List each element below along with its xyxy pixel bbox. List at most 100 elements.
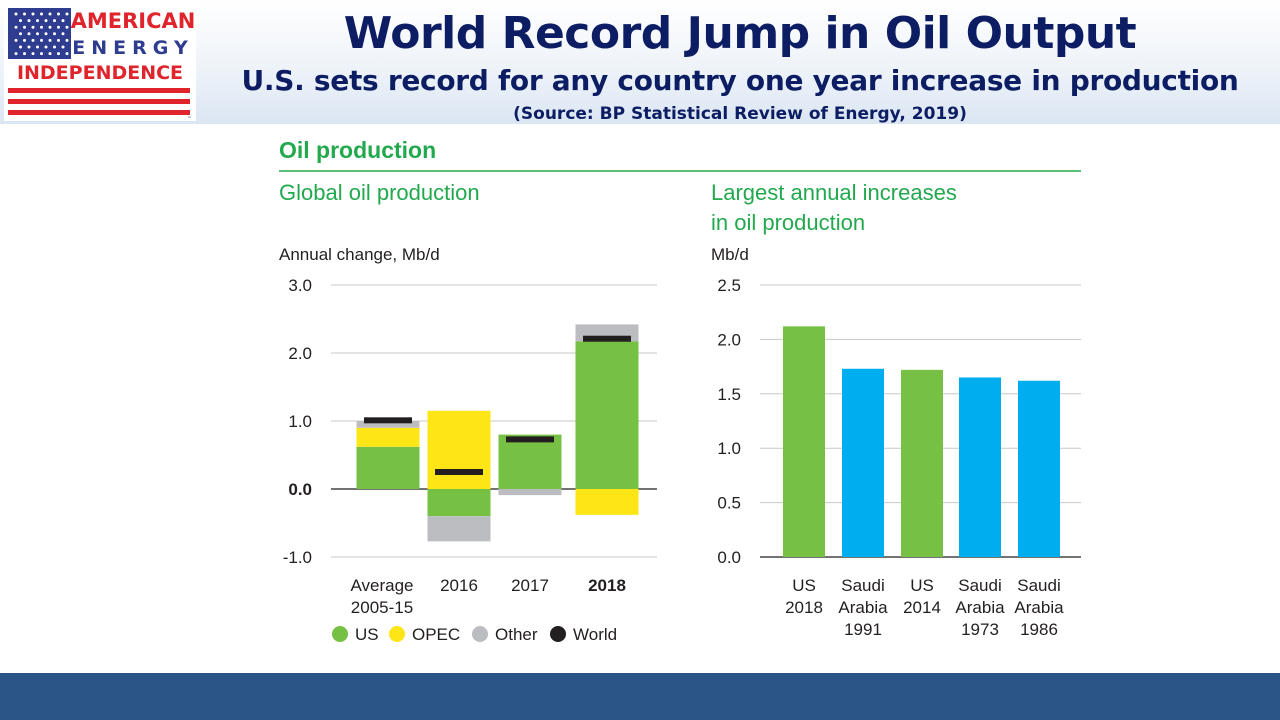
world-marker bbox=[583, 335, 631, 342]
logo-trademark: ™ bbox=[187, 116, 192, 121]
logo-star bbox=[57, 52, 60, 56]
logo: AMERICAN ENERGY INDEPENDENCE ™ bbox=[4, 4, 196, 122]
legend-label: US bbox=[355, 625, 379, 644]
logo-star bbox=[53, 32, 56, 36]
logo-star bbox=[36, 19, 39, 23]
x-category-label: US bbox=[792, 576, 816, 595]
logo-star bbox=[19, 19, 22, 23]
logo-star bbox=[40, 25, 43, 29]
logo-stripe bbox=[8, 110, 190, 115]
y-tick-label: 0.0 bbox=[717, 548, 741, 567]
x-category-label: 1973 bbox=[961, 620, 999, 639]
logo-star bbox=[53, 19, 56, 23]
charts-area: Oil production Global oil production Ann… bbox=[279, 137, 1081, 644]
y-tick-label: 3.0 bbox=[288, 276, 312, 295]
logo-star bbox=[19, 32, 22, 36]
logo-star bbox=[44, 45, 48, 49]
logo-star bbox=[31, 38, 35, 42]
legend-label: Other bbox=[495, 625, 538, 644]
x-category-label: 2018 bbox=[785, 598, 823, 617]
logo-star bbox=[61, 45, 65, 49]
y-tick-label: 1.0 bbox=[288, 412, 312, 431]
world-marker bbox=[506, 436, 554, 443]
logo-star bbox=[14, 52, 18, 56]
x-category-label: Saudi bbox=[841, 576, 884, 595]
logo-star bbox=[40, 38, 43, 42]
legend-swatch-other bbox=[472, 626, 488, 642]
right-chart-title-line-2: in oil production bbox=[711, 210, 865, 235]
x-category-label: Saudi bbox=[958, 576, 1001, 595]
left-chart-title: Global oil production bbox=[279, 180, 480, 205]
header-band bbox=[0, 0, 1280, 124]
logo-star bbox=[36, 32, 39, 36]
left-chart-y-axis-label: Annual change, Mb/d bbox=[279, 245, 440, 264]
y-tick-label: 2.5 bbox=[717, 276, 741, 295]
y-tick-label: 0.0 bbox=[288, 480, 312, 499]
bar-segment-other bbox=[356, 421, 420, 428]
x-category-label: 2005-15 bbox=[351, 598, 413, 617]
logo-star bbox=[61, 19, 65, 23]
logo-line-2: ENERGY bbox=[72, 37, 193, 59]
x-category-label: Average bbox=[350, 576, 413, 595]
y-tick-label: 1.5 bbox=[717, 385, 741, 404]
logo-star bbox=[27, 19, 31, 23]
bar-segment-us bbox=[356, 446, 420, 489]
logo-star bbox=[44, 32, 48, 36]
logo-star bbox=[19, 45, 22, 49]
y-tick-label: 2.0 bbox=[717, 330, 741, 349]
logo-star bbox=[57, 12, 60, 16]
x-category-label: 2016 bbox=[440, 576, 478, 595]
bar-segment-us bbox=[498, 434, 562, 489]
slide-source: (Source: BP Statistical Review of Energy… bbox=[513, 104, 967, 124]
logo-star bbox=[23, 38, 26, 42]
logo-star bbox=[61, 32, 65, 36]
logo-star bbox=[65, 52, 69, 56]
logo-star bbox=[48, 52, 52, 56]
logo-star bbox=[40, 52, 43, 56]
bar bbox=[1018, 380, 1060, 557]
logo-star bbox=[53, 45, 56, 49]
world-marker bbox=[364, 417, 412, 424]
bar-segment-us bbox=[575, 341, 639, 489]
y-tick-label: 1.0 bbox=[717, 439, 741, 458]
slide-subtitle: U.S. sets record for any country one yea… bbox=[241, 64, 1239, 97]
bar-segment-opec bbox=[427, 410, 491, 489]
y-tick-label: 2.0 bbox=[288, 344, 312, 363]
logo-star bbox=[57, 25, 60, 29]
bar bbox=[842, 368, 884, 557]
logo-star bbox=[31, 12, 35, 16]
slide-title: World Record Jump in Oil Output bbox=[343, 8, 1137, 59]
y-tick-label: -1.0 bbox=[283, 548, 312, 567]
legend-label: OPEC bbox=[412, 625, 460, 644]
panel-title: Oil production bbox=[279, 137, 436, 163]
logo-star bbox=[40, 12, 43, 16]
y-tick-label: 0.5 bbox=[717, 494, 741, 513]
logo-star bbox=[14, 12, 18, 16]
logo-star bbox=[23, 12, 26, 16]
largest-annual-increases-chart: Largest annual increases in oil producti… bbox=[711, 180, 1081, 639]
x-category-label: 2017 bbox=[511, 576, 549, 595]
logo-star bbox=[48, 12, 52, 16]
x-category-label: 1991 bbox=[844, 620, 882, 639]
x-category-label: Arabia bbox=[1014, 598, 1064, 617]
bar bbox=[959, 377, 1001, 557]
logo-stripe bbox=[8, 88, 190, 93]
global-oil-production-chart: Global oil production Annual change, Mb/… bbox=[279, 180, 657, 644]
logo-star bbox=[23, 25, 26, 29]
logo-star bbox=[31, 52, 35, 56]
logo-star bbox=[14, 38, 18, 42]
x-category-label: 1986 bbox=[1020, 620, 1058, 639]
bar-segment-us bbox=[427, 489, 491, 517]
logo-star bbox=[31, 25, 35, 29]
logo-line-1: AMERICAN bbox=[71, 9, 196, 33]
right-chart-title-line-1: Largest annual increases bbox=[711, 180, 957, 205]
bar bbox=[901, 369, 943, 557]
logo-line-3: INDEPENDENCE bbox=[17, 62, 183, 84]
x-category-label: Arabia bbox=[838, 598, 888, 617]
logo-star bbox=[14, 25, 18, 29]
bar-segment-opec bbox=[356, 427, 420, 447]
logo-star bbox=[48, 38, 52, 42]
legend-swatch-us bbox=[332, 626, 348, 642]
x-category-label: Arabia bbox=[955, 598, 1005, 617]
bar-segment-other bbox=[427, 516, 491, 542]
